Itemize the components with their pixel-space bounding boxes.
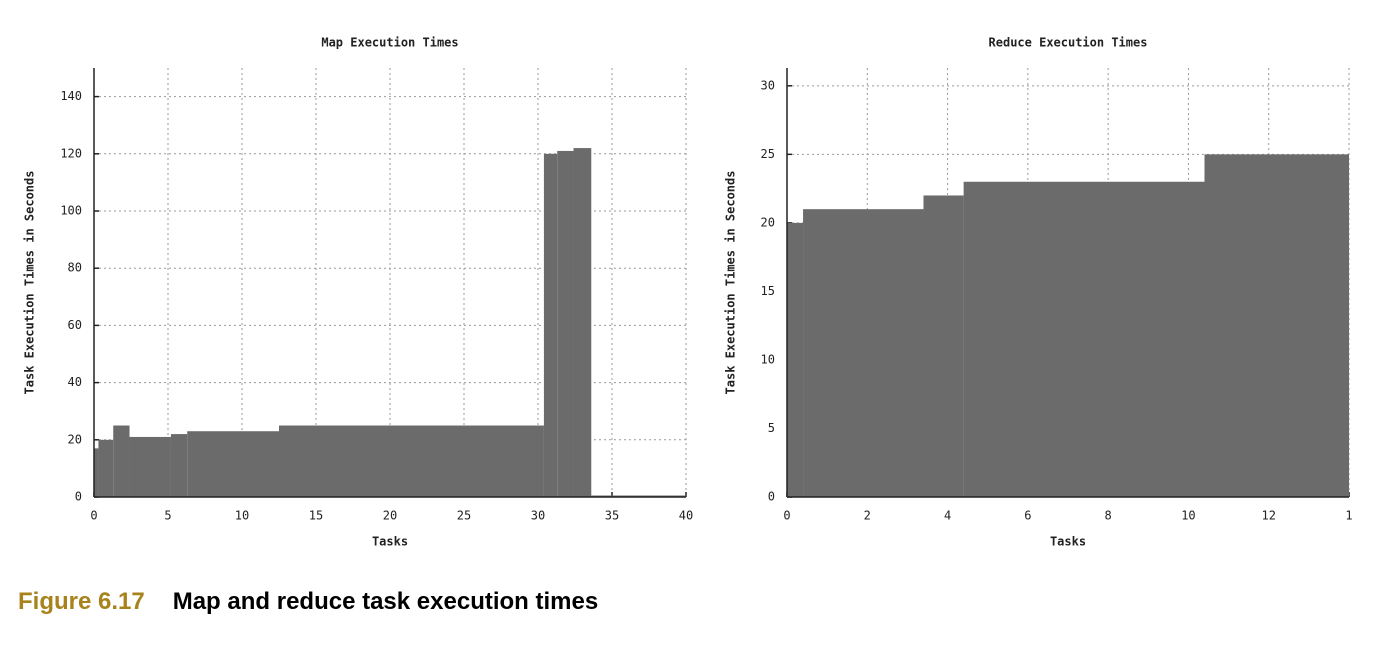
y-tick-label: 0 xyxy=(768,490,775,504)
x-tick-label: 4 xyxy=(944,509,951,523)
x-tick-label: 0 xyxy=(783,509,790,523)
step-bar xyxy=(543,153,558,498)
x-tick-label: 2 xyxy=(864,509,871,523)
step-bar xyxy=(129,436,171,497)
y-tick-label: 25 xyxy=(761,147,775,161)
y-tick-label: 20 xyxy=(68,432,82,446)
y-axis-label: Task Execution Times in Seconds xyxy=(724,171,738,395)
y-tick-label: 20 xyxy=(761,215,775,229)
y-tick-label: 60 xyxy=(68,318,82,332)
figure-text: Map and reduce task execution times xyxy=(172,588,599,615)
chart-title: Map Execution Times xyxy=(321,36,458,50)
y-axis-label: Task Execution Times in Seconds xyxy=(23,171,37,395)
step-bar xyxy=(787,222,804,497)
step-bar xyxy=(923,195,964,497)
x-tick-label: 40 xyxy=(679,509,693,523)
x-axis-label: Tasks xyxy=(372,535,408,549)
x-tick-label: 8 xyxy=(1105,509,1112,523)
y-tick-label: 100 xyxy=(60,204,82,218)
y-tick-label: 5 xyxy=(768,421,775,435)
step-bar xyxy=(963,181,1205,497)
step-bar xyxy=(187,431,279,497)
x-tick-label: 10 xyxy=(235,509,249,523)
x-tick-label: 5 xyxy=(164,509,171,523)
chart-title: Reduce Execution Times xyxy=(989,36,1148,50)
step-bar xyxy=(803,209,924,497)
figure-label: Figure 6.17 xyxy=(18,588,145,615)
step-bar xyxy=(98,439,114,497)
step-bar xyxy=(94,448,99,497)
x-tick-label: 10 xyxy=(1181,509,1195,523)
figure: Map Execution Times Tasks Task Execution T… xyxy=(23,36,1353,549)
x-tick-label: 15 xyxy=(309,509,323,523)
x-tick-label: 35 xyxy=(605,509,619,523)
y-tick-label: 0 xyxy=(75,490,82,504)
step-bar xyxy=(557,150,574,497)
y-tick-label: 120 xyxy=(60,146,82,160)
caption: Figure 6.17 Map and reduce task execution… xyxy=(18,588,598,616)
x-tick-label: 30 xyxy=(531,509,545,523)
x-tick-label: 25 xyxy=(457,509,471,523)
x-tick-label: 0 xyxy=(90,509,97,523)
y-tick-label: 140 xyxy=(60,89,82,103)
x-tick-label: 1 xyxy=(1345,509,1352,523)
x-tick-label: 6 xyxy=(1024,509,1031,523)
x-tick-label: 12 xyxy=(1261,509,1275,523)
step-bar xyxy=(573,148,592,497)
x-axis-label: Tasks xyxy=(1050,535,1086,549)
y-tick-label: 10 xyxy=(761,352,775,366)
step-bar xyxy=(279,425,544,497)
y-tick-label: 80 xyxy=(68,261,82,275)
x-tick-label: 20 xyxy=(383,509,397,523)
y-tick-label: 30 xyxy=(761,78,775,92)
step-bar xyxy=(170,434,188,497)
y-tick-label: 40 xyxy=(68,375,82,389)
step-bar xyxy=(113,425,130,497)
y-tick-label: 15 xyxy=(761,284,775,298)
step-bar xyxy=(1204,154,1349,497)
